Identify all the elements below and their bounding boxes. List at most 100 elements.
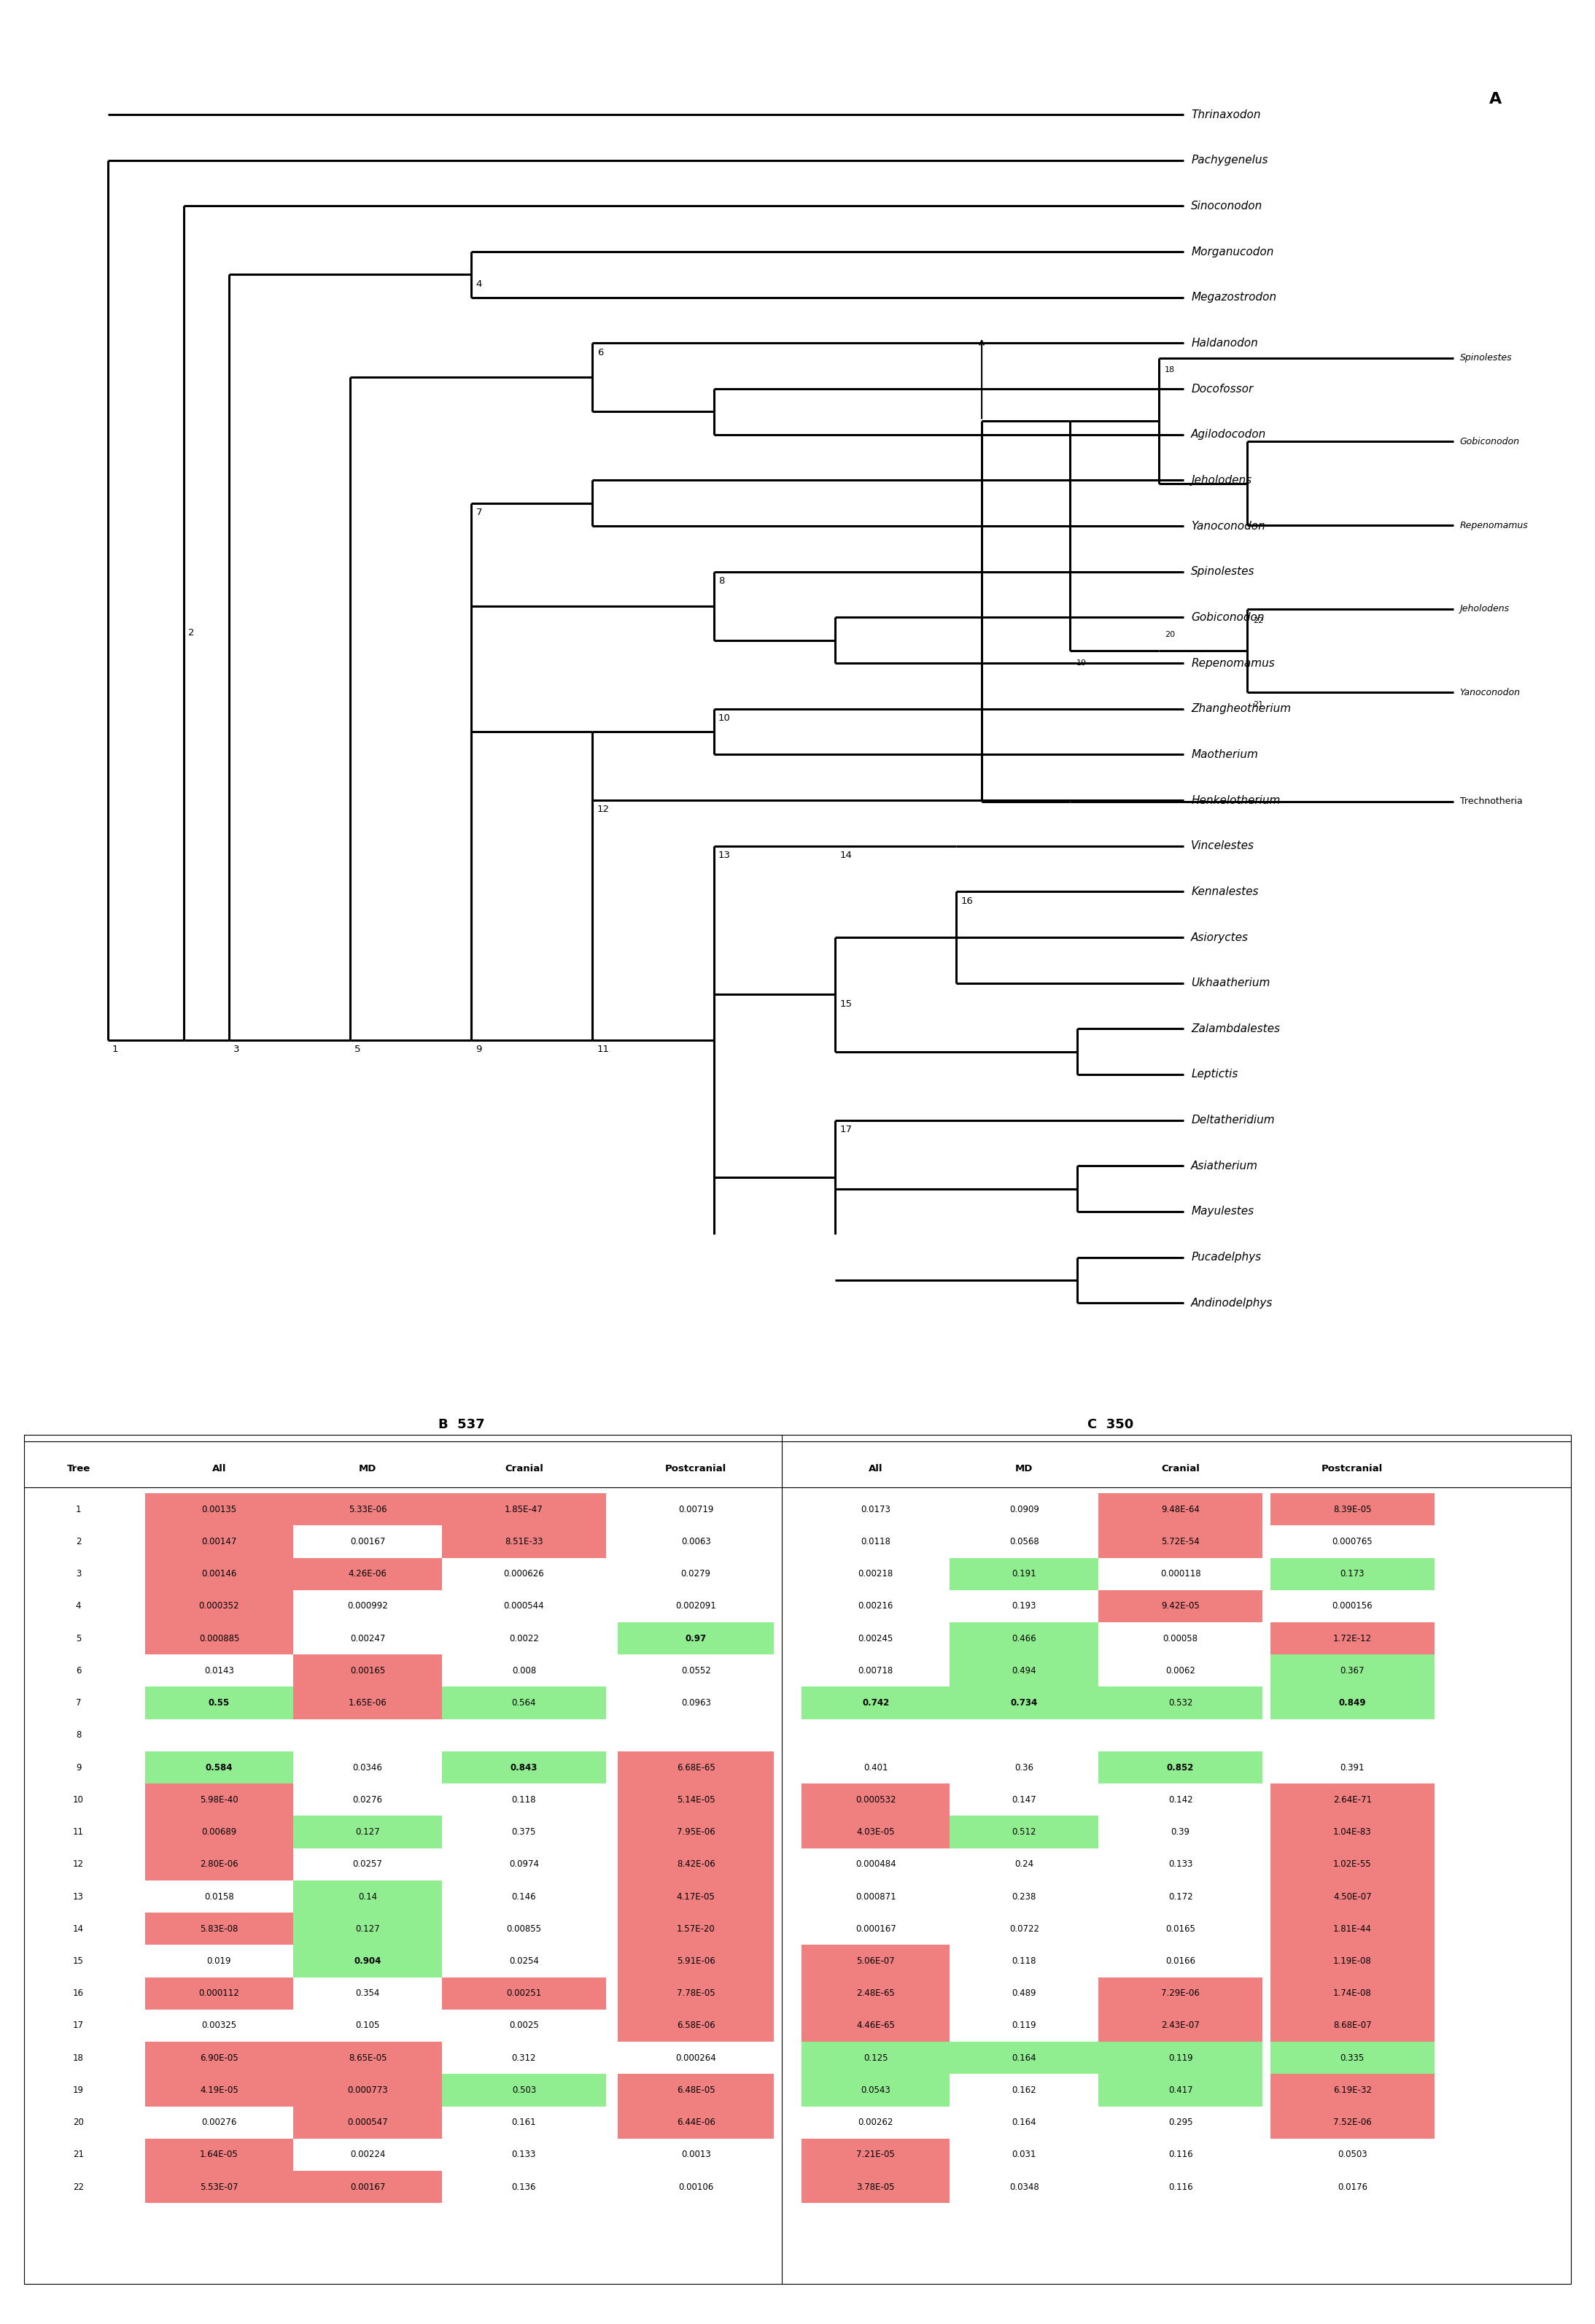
Text: Postcranial: Postcranial: [665, 1464, 727, 1473]
FancyBboxPatch shape: [801, 1815, 951, 1848]
Text: 4.03E-05: 4.03E-05: [857, 1827, 895, 1836]
FancyBboxPatch shape: [1099, 1655, 1263, 1687]
Text: 0.133: 0.133: [1168, 1859, 1193, 1868]
Text: 0.000484: 0.000484: [855, 1859, 896, 1868]
Text: 0.00245: 0.00245: [858, 1634, 893, 1643]
Text: 0.000532: 0.000532: [855, 1794, 896, 1803]
FancyBboxPatch shape: [1270, 1752, 1434, 1783]
Text: 1.81E-44: 1.81E-44: [1333, 1924, 1372, 1934]
FancyBboxPatch shape: [617, 2171, 774, 2203]
Text: 0.00165: 0.00165: [349, 1666, 386, 1676]
Text: Tree: Tree: [67, 1464, 91, 1473]
FancyBboxPatch shape: [617, 2138, 774, 2171]
Text: 6.90E-05: 6.90E-05: [199, 2052, 238, 2064]
Text: 0.00224: 0.00224: [349, 2150, 386, 2159]
Text: 0.00719: 0.00719: [678, 1504, 713, 1515]
Text: 0.002091: 0.002091: [676, 1601, 716, 1611]
Text: Yanoconodon: Yanoconodon: [1459, 688, 1520, 697]
Text: Andinodelphys: Andinodelphys: [1191, 1297, 1273, 1308]
FancyBboxPatch shape: [442, 2073, 606, 2106]
FancyBboxPatch shape: [145, 1494, 293, 1525]
Text: 0.14: 0.14: [359, 1892, 376, 1901]
Text: 0.367: 0.367: [1340, 1666, 1365, 1676]
Text: Repenomamus: Repenomamus: [1459, 521, 1528, 530]
Text: 3.78E-05: 3.78E-05: [857, 2182, 895, 2192]
Text: 22: 22: [73, 2182, 85, 2192]
FancyBboxPatch shape: [442, 2106, 606, 2138]
FancyBboxPatch shape: [145, 2138, 293, 2171]
FancyBboxPatch shape: [617, 1815, 774, 1848]
Text: 2.43E-07: 2.43E-07: [1161, 2022, 1199, 2031]
Text: 4.17E-05: 4.17E-05: [676, 1892, 715, 1901]
FancyBboxPatch shape: [145, 1783, 293, 1815]
Text: 0.238: 0.238: [1011, 1892, 1037, 1901]
FancyBboxPatch shape: [442, 1557, 606, 1590]
Text: 0.105: 0.105: [356, 2022, 380, 2031]
FancyBboxPatch shape: [617, 1557, 774, 1590]
Text: 0.24: 0.24: [1014, 1859, 1034, 1868]
Text: Gobiconodon: Gobiconodon: [1459, 437, 1520, 446]
Text: 0.335: 0.335: [1340, 2052, 1365, 2064]
FancyBboxPatch shape: [293, 1848, 442, 1880]
FancyBboxPatch shape: [617, 1494, 774, 1525]
Text: Gobiconodon: Gobiconodon: [1191, 611, 1265, 623]
Text: 0.133: 0.133: [512, 2150, 536, 2159]
FancyBboxPatch shape: [293, 1945, 442, 1978]
FancyBboxPatch shape: [442, 1783, 606, 1815]
Text: 14: 14: [73, 1924, 85, 1934]
FancyBboxPatch shape: [145, 1978, 293, 2010]
FancyBboxPatch shape: [442, 1848, 606, 1880]
FancyBboxPatch shape: [617, 1783, 774, 1815]
Text: 0.55: 0.55: [209, 1699, 230, 1708]
Text: 0.0722: 0.0722: [1010, 1924, 1038, 1934]
FancyBboxPatch shape: [293, 2010, 442, 2043]
Text: 1.02E-55: 1.02E-55: [1333, 1859, 1372, 1868]
Text: 0.146: 0.146: [512, 1892, 536, 1901]
Text: 0.466: 0.466: [1011, 1634, 1037, 1643]
Text: 0.0025: 0.0025: [509, 2022, 539, 2031]
FancyBboxPatch shape: [145, 1622, 293, 1655]
Text: 4.46E-65: 4.46E-65: [857, 2022, 895, 2031]
FancyBboxPatch shape: [1270, 1848, 1434, 1880]
Text: 20: 20: [1164, 630, 1176, 639]
FancyBboxPatch shape: [1270, 1525, 1434, 1557]
Text: 0.0176: 0.0176: [1338, 2182, 1367, 2192]
Text: Kennalestes: Kennalestes: [1191, 885, 1258, 897]
Text: MD: MD: [359, 1464, 376, 1473]
FancyBboxPatch shape: [1099, 1752, 1263, 1783]
Text: 6.68E-65: 6.68E-65: [676, 1762, 715, 1773]
Text: Mayulestes: Mayulestes: [1191, 1206, 1254, 1218]
Text: 16: 16: [73, 1989, 85, 1999]
Text: Asiatherium: Asiatherium: [1191, 1160, 1258, 1171]
Text: 0.0276: 0.0276: [352, 1794, 383, 1803]
FancyBboxPatch shape: [442, 1913, 606, 1945]
FancyBboxPatch shape: [801, 1752, 951, 1783]
FancyBboxPatch shape: [1270, 1880, 1434, 1913]
Text: 0.000112: 0.000112: [199, 1989, 239, 1999]
FancyBboxPatch shape: [442, 2010, 606, 2043]
Text: MD: MD: [1016, 1464, 1034, 1473]
Text: 0.00058: 0.00058: [1163, 1634, 1198, 1643]
Text: 1.19E-08: 1.19E-08: [1333, 1957, 1372, 1966]
FancyBboxPatch shape: [951, 1815, 1099, 1848]
Text: B  537: B 537: [439, 1418, 485, 1432]
Text: 0.000547: 0.000547: [348, 2117, 388, 2126]
Text: 0.97: 0.97: [686, 1634, 707, 1643]
FancyBboxPatch shape: [617, 1752, 774, 1783]
FancyBboxPatch shape: [293, 2171, 442, 2203]
Text: 0.0348: 0.0348: [1010, 2182, 1038, 2192]
FancyBboxPatch shape: [801, 1525, 951, 1557]
Text: 0.0118: 0.0118: [861, 1536, 890, 1545]
Text: 17: 17: [73, 2022, 85, 2031]
Text: 6.58E-06: 6.58E-06: [676, 2022, 715, 2031]
Text: 0.136: 0.136: [512, 2182, 536, 2192]
FancyBboxPatch shape: [951, 2106, 1099, 2138]
Text: 3: 3: [233, 1046, 239, 1055]
FancyBboxPatch shape: [145, 1720, 293, 1752]
Text: 4.19E-05: 4.19E-05: [199, 2085, 238, 2094]
Text: Pucadelphys: Pucadelphys: [1191, 1253, 1262, 1262]
FancyBboxPatch shape: [293, 1783, 442, 1815]
Text: 0.734: 0.734: [1011, 1699, 1038, 1708]
Text: 0.000773: 0.000773: [348, 2085, 388, 2094]
Text: Zalambdalestes: Zalambdalestes: [1191, 1023, 1281, 1034]
